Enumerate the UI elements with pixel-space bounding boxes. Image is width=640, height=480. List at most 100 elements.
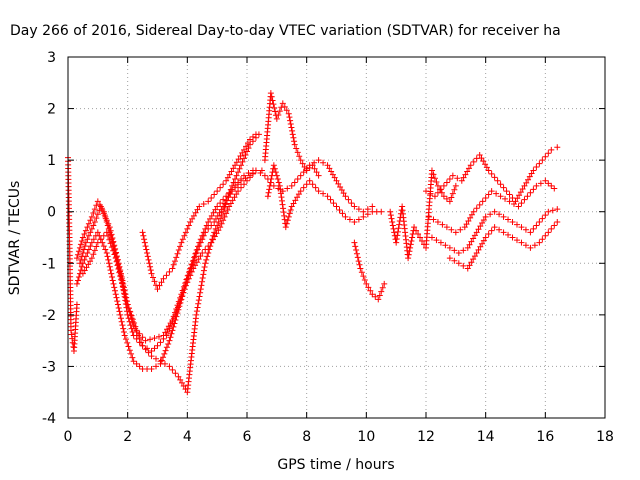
data-point bbox=[79, 249, 86, 256]
data-point bbox=[111, 251, 118, 258]
data-point bbox=[235, 156, 242, 163]
data-point bbox=[197, 289, 204, 296]
data-point bbox=[180, 383, 187, 390]
data-point bbox=[199, 232, 206, 239]
grid-lines bbox=[68, 57, 605, 418]
data-point bbox=[202, 260, 209, 267]
data-point bbox=[500, 229, 507, 236]
data-point bbox=[223, 197, 230, 204]
data-point bbox=[483, 164, 490, 171]
data-point bbox=[74, 251, 81, 258]
data-point bbox=[94, 211, 101, 218]
data-point bbox=[212, 225, 219, 232]
data-point bbox=[455, 260, 462, 267]
data-point bbox=[327, 196, 334, 203]
data-point bbox=[353, 247, 360, 254]
data-point bbox=[294, 149, 301, 156]
data-point bbox=[281, 103, 288, 110]
data-point bbox=[542, 177, 549, 184]
data-point bbox=[554, 219, 561, 226]
data-point bbox=[90, 251, 97, 258]
data-point bbox=[125, 304, 132, 311]
data-point bbox=[203, 222, 210, 229]
data-point bbox=[387, 212, 394, 219]
data-point bbox=[365, 284, 372, 291]
data-point bbox=[542, 212, 549, 219]
data-point bbox=[434, 189, 441, 196]
data-point bbox=[114, 301, 121, 308]
data-point bbox=[523, 179, 530, 186]
data-point bbox=[175, 373, 182, 380]
data-point bbox=[113, 294, 120, 301]
data-point bbox=[105, 256, 112, 263]
data-point bbox=[233, 191, 240, 198]
data-point bbox=[138, 339, 145, 346]
data-point bbox=[87, 217, 94, 224]
data-point bbox=[189, 215, 196, 222]
data-point bbox=[291, 179, 298, 186]
data-point bbox=[106, 260, 113, 267]
data-point bbox=[236, 165, 243, 172]
data-point bbox=[128, 315, 135, 322]
data-point bbox=[285, 213, 292, 220]
data-point bbox=[167, 320, 174, 327]
data-point bbox=[545, 150, 552, 157]
data-point bbox=[220, 181, 227, 188]
data-point bbox=[275, 112, 282, 119]
data-point bbox=[409, 231, 416, 238]
data-point bbox=[68, 331, 75, 338]
data-point bbox=[249, 133, 256, 140]
data-point bbox=[313, 169, 320, 176]
data-point bbox=[142, 243, 149, 250]
data-point bbox=[70, 343, 77, 350]
data-point bbox=[273, 115, 280, 122]
data-point bbox=[205, 219, 212, 226]
x-tick-label: 6 bbox=[243, 429, 252, 445]
data-point bbox=[279, 201, 286, 208]
data-point bbox=[215, 227, 222, 234]
data-point bbox=[452, 229, 459, 236]
data-point bbox=[83, 264, 90, 271]
data-point bbox=[533, 164, 540, 171]
data-point bbox=[312, 184, 319, 191]
data-point bbox=[287, 117, 294, 124]
data-point bbox=[279, 100, 286, 107]
data-point bbox=[428, 234, 435, 241]
data-point bbox=[147, 267, 154, 274]
data-point bbox=[238, 184, 245, 191]
data-point bbox=[446, 255, 453, 262]
data-point bbox=[266, 182, 273, 189]
data-point bbox=[228, 168, 235, 175]
data-point bbox=[328, 168, 335, 175]
data-point bbox=[252, 131, 259, 138]
data-point bbox=[164, 326, 171, 333]
data-point bbox=[184, 225, 191, 232]
data-point bbox=[533, 222, 540, 229]
data-point bbox=[451, 257, 458, 264]
data-point bbox=[461, 224, 468, 231]
data-point bbox=[194, 243, 201, 250]
data-point bbox=[431, 175, 438, 182]
data-point bbox=[512, 198, 519, 205]
data-point bbox=[121, 332, 128, 339]
data-point bbox=[511, 200, 518, 207]
data-point bbox=[217, 200, 224, 207]
data-point bbox=[470, 208, 477, 215]
data-point bbox=[108, 231, 115, 238]
data-point bbox=[355, 216, 362, 223]
data-point bbox=[390, 225, 397, 232]
data-point bbox=[226, 171, 233, 178]
data-point bbox=[120, 325, 127, 332]
data-point bbox=[107, 267, 114, 274]
data-point bbox=[81, 243, 88, 250]
data-point bbox=[188, 261, 195, 268]
data-point bbox=[175, 298, 182, 305]
data-point bbox=[128, 350, 135, 357]
data-point bbox=[167, 334, 174, 341]
data-point bbox=[266, 186, 273, 193]
data-point bbox=[476, 151, 483, 158]
data-point bbox=[527, 244, 534, 251]
data-point bbox=[117, 273, 124, 280]
data-point bbox=[122, 294, 129, 301]
data-point bbox=[205, 249, 212, 256]
